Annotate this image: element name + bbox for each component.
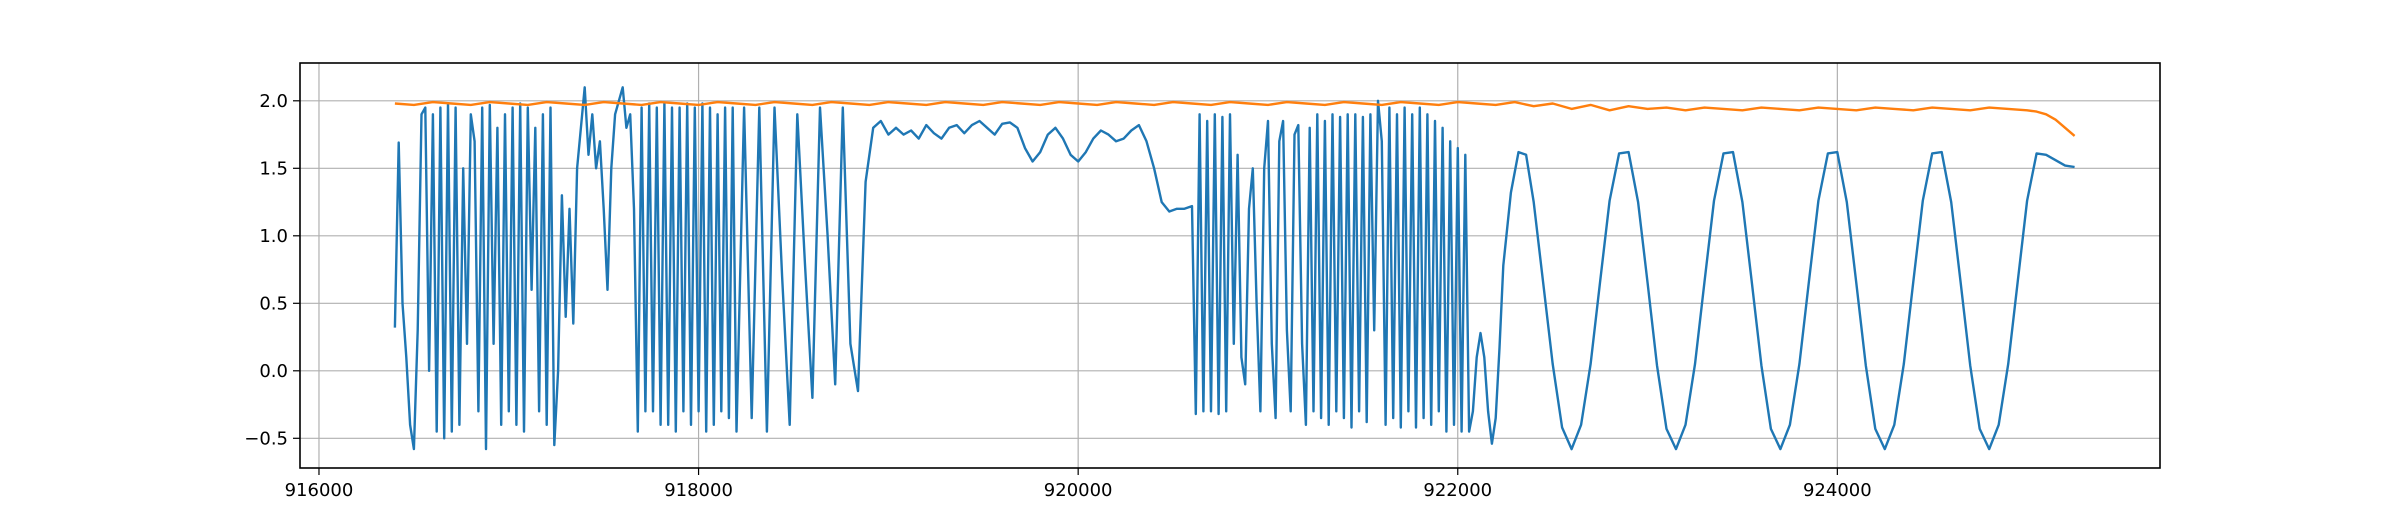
series-line-2 — [394, 100, 2076, 137]
x-tick-label: 922000 — [1423, 480, 1492, 501]
x-tick-label: 916000 — [285, 480, 354, 501]
y-axis-ticks: −0.5 0.0 0.5 1.0 1.5 2.0 — [244, 91, 300, 449]
y-tick-label: 1.0 — [259, 226, 288, 247]
series-line-1 — [393, 86, 2075, 451]
series-layer — [393, 86, 2076, 451]
x-tick-label: 924000 — [1803, 480, 1872, 501]
plot-area-frame — [299, 62, 2161, 469]
y-tick-label: 0.0 — [259, 361, 288, 382]
y-tick-label: 0.5 — [259, 293, 288, 314]
x-tick-label: 920000 — [1044, 480, 1113, 501]
x-axis-ticks: 916000 918000 920000 922000 924000 — [285, 468, 1872, 501]
y-tick-label: 1.5 — [259, 158, 288, 179]
y-tick-label: −0.5 — [244, 428, 288, 449]
y-tick-label: 2.0 — [259, 91, 288, 112]
x-tick-label: 918000 — [664, 480, 733, 501]
